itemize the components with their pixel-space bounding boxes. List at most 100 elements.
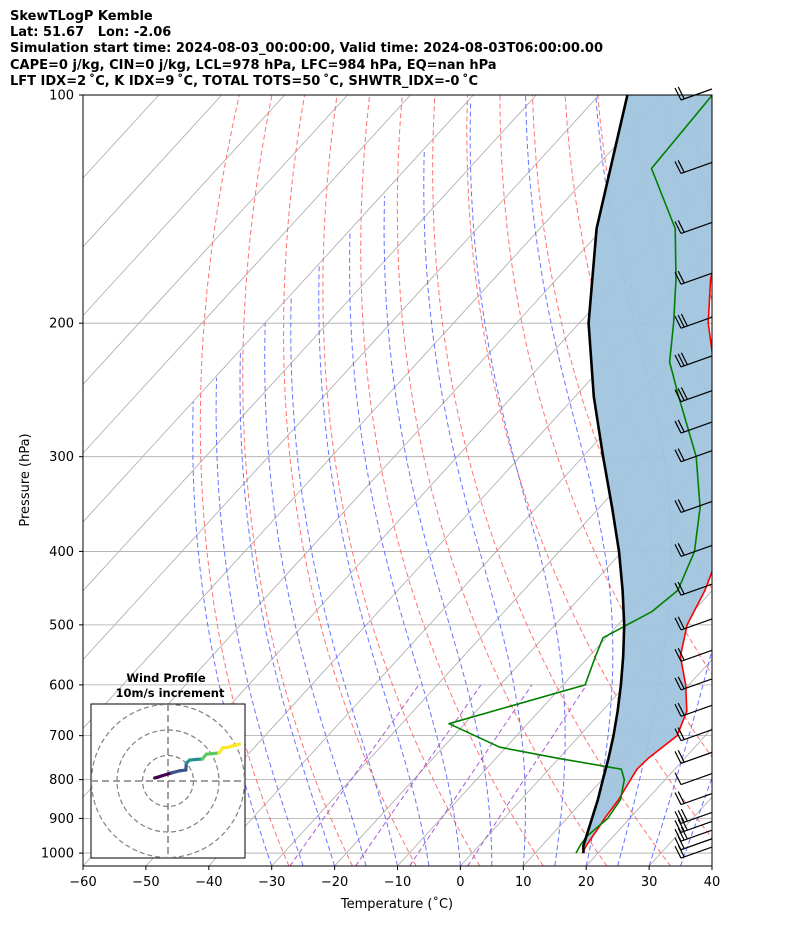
x-tick-label: −60: [69, 875, 96, 890]
dewpoint-profile: [448, 95, 712, 854]
dry-adiabat: [396, 95, 608, 866]
dry-adiabat: [532, 95, 712, 676]
moist-adiabat: [423, 149, 526, 866]
isotherm-line: [83, 95, 348, 385]
wind-barb: [674, 750, 713, 764]
isotherm-line: [208, 314, 712, 866]
hodograph-segment: [232, 742, 241, 747]
moist-adiabat: [264, 323, 367, 866]
wind-barb: [674, 647, 713, 662]
y-tick-label: 300: [49, 450, 74, 465]
y-tick-label: 500: [49, 618, 74, 633]
isotherm-line: [334, 452, 712, 866]
wind-barb: [674, 702, 713, 717]
moist-adiabat: [349, 232, 461, 866]
wind-barb: [674, 817, 713, 833]
moist-adiabat: [383, 196, 493, 866]
y-tick-label: 200: [49, 317, 74, 332]
y-tick-label: 700: [49, 729, 74, 744]
wind-barb: [674, 419, 713, 434]
dry-adiabat: [761, 95, 794, 866]
y-axis-label: Pressure (hPa): [18, 433, 33, 526]
title-line-stability: LFT IDX=2 ˚C, K IDX=9 ˚C, TOTAL TOTS=50 …: [10, 73, 478, 89]
mixing-ratio-line: [355, 684, 482, 866]
wind-barb: [674, 160, 713, 175]
x-axis-label: Temperature (˚C): [340, 896, 453, 912]
isotherm-line: [83, 95, 663, 729]
moist-adiabat: [648, 95, 712, 866]
title-line-times: Simulation start time: 2024-08-03_00:00:…: [10, 41, 603, 57]
isotherm-line: [83, 95, 600, 661]
x-tick-label: 0: [456, 875, 464, 890]
y-tick-label: 400: [49, 545, 74, 560]
wind-barb: [674, 844, 713, 859]
temperature-profile: [581, 269, 712, 854]
wind-barb: [674, 808, 713, 824]
isotherm-line: [83, 95, 411, 454]
dry-adiabat: [728, 95, 794, 866]
title-line-location: Lat: 51.67 Lon: -2.06: [10, 25, 172, 41]
wind-barb: [674, 616, 713, 631]
hodograph: [91, 704, 245, 858]
wind-barb: [674, 387, 713, 403]
dry-adiabat: [322, 95, 481, 866]
moist-adiabat: [711, 864, 712, 866]
chart-title-block: SkewTLogP Kemble Lat: 51.67 Lon: -2.06 S…: [10, 9, 603, 90]
parcel-profile: [582, 95, 629, 854]
title-line-station: SkewTLogP Kemble: [10, 9, 153, 24]
dry-adiabat: [283, 95, 417, 866]
title-line-indices: CAPE=0 j/kg, CIN=0 j/kg, LCL=978 hPa, LF…: [10, 57, 497, 73]
isotherm-line: [83, 95, 537, 592]
y-tick-label: 600: [49, 678, 74, 693]
isotherm-line: [397, 521, 712, 866]
isotherm-line: [711, 865, 712, 866]
x-tick-label: −30: [258, 875, 285, 890]
x-tick-label: 20: [578, 875, 595, 890]
wind-barb: [674, 220, 713, 235]
dry-adiabat: [466, 95, 712, 839]
dry-adiabat: [432, 95, 671, 866]
moist-adiabat: [469, 101, 566, 866]
wind-profile-inset: Wind Profile 10m/s increment: [90, 671, 246, 859]
isotherm-line: [775, 95, 794, 866]
x-tick-label: 30: [641, 875, 658, 890]
moist-adiabat: [525, 95, 614, 866]
wind-barb: [674, 772, 713, 786]
wind-barb: [674, 270, 713, 285]
dry-adiabat: [199, 95, 290, 866]
mixing-ratio-line: [467, 684, 588, 866]
wind-barb: [674, 791, 713, 806]
dry-adiabat: [360, 95, 544, 866]
y-tick-label: 100: [49, 89, 74, 104]
isotherm-line: [145, 246, 712, 866]
wind-barbs: [674, 86, 713, 859]
wind-barb: [674, 676, 713, 691]
x-tick-label: −10: [384, 875, 411, 890]
x-axis: −60 −50 −40 −30 −20 −10 0 10 20 30 40: [69, 866, 720, 890]
wind-barb: [674, 352, 713, 368]
x-tick-label: 40: [704, 875, 721, 890]
y-axis: 100 200 300 400 500 600 700 800 900 1000: [41, 89, 83, 862]
y-tick-label: 800: [49, 773, 74, 788]
cape-fill: [582, 95, 712, 854]
moist-adiabat: [215, 377, 304, 866]
isotherm-line: [83, 95, 223, 248]
hodograph-ring: [91, 704, 245, 858]
x-tick-label: −40: [195, 875, 222, 890]
wind-barb: [674, 826, 713, 842]
sounding-profiles: [448, 95, 712, 854]
wind-barb: [674, 499, 713, 514]
x-tick-label: −20: [321, 875, 348, 890]
wind-barb: [674, 581, 713, 596]
wind-barb: [674, 836, 713, 851]
mixing-ratio-lines: [289, 684, 588, 866]
isotherm-line: [585, 727, 712, 866]
inset-subtitle: 10m/s increment: [116, 686, 225, 700]
wind-barb: [674, 448, 713, 463]
cape-shading: [582, 95, 712, 854]
moist-adiabat: [290, 295, 398, 866]
isotherm-line: [83, 95, 285, 317]
wind-barb: [674, 727, 713, 742]
mixing-ratio-line: [409, 684, 533, 866]
